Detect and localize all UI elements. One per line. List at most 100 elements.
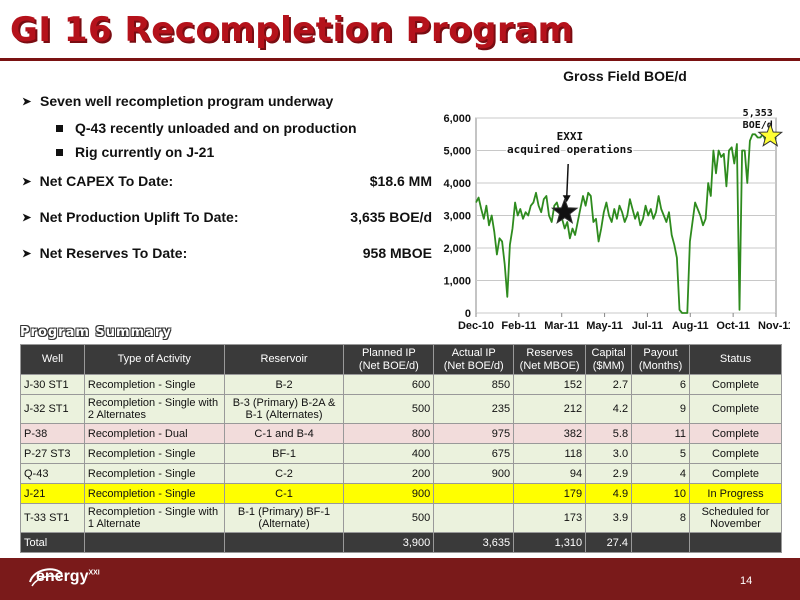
x-tick-label: Dec-10 [458, 320, 494, 332]
table-cell: 900 [343, 483, 435, 504]
title-divider [0, 58, 800, 61]
table-cell: 4.9 [585, 483, 633, 504]
table-cell: Q-43 [20, 463, 85, 484]
page-title: GI 16 Recompletion Program [10, 10, 574, 50]
square-bullet-icon [56, 124, 63, 132]
table-cell: 235 [433, 394, 515, 424]
column-header: Payout (Months) [631, 344, 691, 375]
arrow-bullet-icon: ➤ [22, 175, 32, 188]
column-header-line: Payout [643, 346, 678, 359]
total-cell [83, 532, 225, 553]
table-cell: C-1 and B-4 [223, 423, 345, 444]
column-header: Reserves (Net MBOE) [513, 344, 587, 375]
table-cell: 152 [513, 374, 587, 395]
column-header-line: Reserves [526, 346, 573, 359]
column-header: Reservoir [223, 344, 345, 375]
total-cell [223, 532, 345, 553]
production-chart: 0 1,000 2,000 3,000 4,000 5,000 6,000 Dec-10 Feb… [443, 107, 790, 333]
table-cell [433, 483, 515, 504]
column-header-line: Actual IP [451, 346, 496, 359]
table-cell: J-21 [20, 483, 85, 504]
table-cell: 200 [343, 463, 435, 484]
bullet-main-text: Seven well recompletion program underway [40, 93, 334, 109]
kv-value: 958 MBOE [362, 245, 432, 261]
table-cell: 4 [631, 463, 691, 484]
table-cell: 975 [433, 423, 515, 444]
logo-sup: XXI [88, 569, 100, 577]
column-header-line: Well [41, 353, 64, 365]
table-cell: 4.2 [585, 394, 633, 424]
annotation-label: acquired operations [507, 143, 633, 156]
table-cell: 600 [343, 374, 435, 395]
table-header-row: Well Type of Activity Reservoir Planned IP(… [20, 344, 782, 375]
table-cell: Complete [689, 374, 782, 395]
total-cell [631, 532, 691, 553]
page-number: 14 [740, 575, 753, 587]
x-tick-label: Jul-11 [632, 320, 663, 332]
table-row: J-32 ST1 Recompletion - Single with 2 Alt… [20, 394, 782, 424]
table-cell: B-2 [223, 374, 345, 395]
kv-label: Net Reserves To Date: [39, 245, 188, 261]
table-cell: 8 [631, 503, 691, 533]
table-cell: 2.7 [585, 374, 633, 395]
y-tick-label: 1,000 [443, 276, 471, 288]
table-row: P-27 ST3 Recompletion - Single BF-1 400 675 1… [20, 443, 782, 464]
y-tick-label: 6,000 [443, 113, 471, 125]
annotation-label: 5,353 [743, 108, 773, 119]
annotation-label: BOE/d [743, 120, 773, 131]
table-cell: Complete [689, 394, 782, 424]
kv-capex: ➤ Net CAPEX To Date: $18.6 MM [22, 170, 432, 192]
column-header: Actual IP (Net BOE/d) [433, 344, 515, 375]
table-cell: BF-1 [223, 443, 345, 464]
column-header-line: Reservoir [260, 353, 308, 365]
logo-text: energy [36, 568, 89, 585]
annotation-arrow [565, 163, 569, 199]
y-tick-label: 2,000 [443, 243, 471, 255]
y-tick-label: 0 [465, 308, 471, 320]
table-cell: B-1 (Primary) BF-1 (Alternate) [223, 503, 345, 533]
column-header-line: Status [719, 353, 752, 365]
table-cell: 6 [631, 374, 691, 395]
column-header-line: Capital [591, 346, 626, 359]
x-tick-label: Oct-11 [716, 320, 750, 332]
column-header-line: ($MM) [592, 359, 625, 372]
total-cell [689, 532, 782, 553]
kv-reserves: ➤ Net Reserves To Date: 958 MBOE [22, 242, 432, 264]
column-header-line: (Months) [638, 359, 683, 372]
column-header-line: (Net BOE/d) [443, 359, 504, 372]
kv-label: Net CAPEX To Date: [39, 173, 174, 189]
x-tick-label: Nov-11 [758, 320, 790, 332]
square-bullet-icon [56, 148, 63, 156]
table-cell: Scheduled for November [689, 503, 782, 533]
table-row: T-33 ST1 Recompletion - Single with 1 Alt… [20, 503, 782, 533]
program-summary-title: Program Summary [20, 325, 172, 340]
series-line [475, 133, 777, 314]
arrow-bullet-icon: ➤ [22, 211, 32, 224]
arrow-bullet-icon: ➤ [22, 247, 32, 260]
kv-label: Net Production Uplift To Date: [39, 209, 239, 225]
table-cell: 3.9 [585, 503, 633, 533]
kv-value: 3,635 BOE/d [350, 209, 432, 225]
table-cell: 5 [631, 443, 691, 464]
table-cell: Recompletion - Single [83, 443, 225, 464]
annotation-arrowhead [562, 195, 571, 203]
column-header-line: Type of Activity [117, 353, 191, 365]
table-row: Q-43 Recompletion - Single C-2 200 900 94 2.9 4… [20, 463, 782, 484]
table-cell: Recompletion - Single [83, 483, 225, 504]
column-header: Status [689, 344, 782, 375]
table-row: J-21 Recompletion - Single C-1 900 179 4.9 10 I… [20, 483, 782, 504]
table-cell: C-2 [223, 463, 345, 484]
table-cell: Recompletion - Single [83, 463, 225, 484]
table-cell: 400 [343, 443, 435, 464]
arrow-bullet-icon: ➤ [22, 95, 32, 108]
table-row: P-38 Recompletion - Dual C-1 and B-4 800 975… [20, 423, 782, 444]
table-cell: 3.0 [585, 443, 633, 464]
y-tick-label: 5,000 [443, 146, 471, 158]
table-cell: Recompletion - Single [83, 374, 225, 395]
table-cell: In Progress [689, 483, 782, 504]
sub-bullet: Q-43 recently unloaded and on production [22, 116, 432, 140]
table-cell: J-30 ST1 [20, 374, 85, 395]
column-header: Capital ($MM) [585, 344, 633, 375]
energy-logo: energyXXI [36, 568, 100, 586]
table-cell: Recompletion - Single with 2 Alternates [83, 394, 225, 424]
